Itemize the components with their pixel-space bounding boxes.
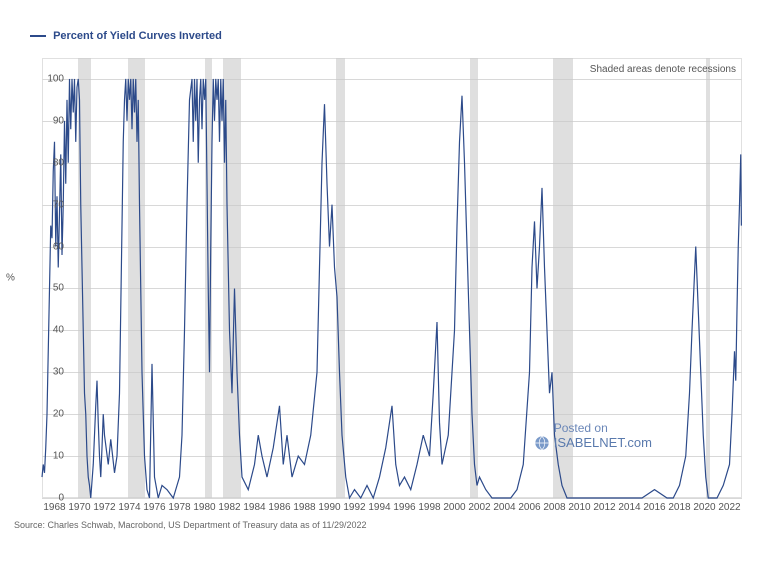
x-tick-label: 2000: [443, 502, 465, 513]
y-tick-label: 80: [42, 157, 64, 168]
globe-icon: [534, 435, 550, 451]
y-axis-title: %: [6, 273, 15, 284]
x-tick-label: 1970: [68, 502, 90, 513]
x-tick-label: 2020: [693, 502, 715, 513]
y-tick-label: 50: [42, 283, 64, 294]
y-tick-label: 70: [42, 199, 64, 210]
x-tick-label: 1998: [418, 502, 440, 513]
y-tick-label: 30: [42, 367, 64, 378]
x-tick-label: 2010: [568, 502, 590, 513]
legend-swatch: [30, 35, 46, 37]
x-tick-label: 1968: [43, 502, 65, 513]
x-tick-label: 2018: [668, 502, 690, 513]
legend-label: Percent of Yield Curves Inverted: [53, 30, 222, 42]
x-tick-label: 2008: [543, 502, 565, 513]
y-tick-label: 40: [42, 325, 64, 336]
x-tick-label: 1976: [143, 502, 165, 513]
y-tick-label: 100: [42, 73, 64, 84]
x-tick-label: 1982: [218, 502, 240, 513]
recession-note: Shaded areas denote recessions: [590, 64, 736, 75]
x-tick-label: 2014: [618, 502, 640, 513]
x-tick-label: 1984: [243, 502, 265, 513]
x-tick-label: 1988: [293, 502, 315, 513]
x-tick-label: 2016: [643, 502, 665, 513]
y-tick-label: 10: [42, 451, 64, 462]
source-text: Source: Charles Schwab, Macrobond, US De…: [14, 520, 367, 530]
x-tick-label: 1978: [168, 502, 190, 513]
y-tick-label: 20: [42, 409, 64, 420]
x-tick-label: 1986: [268, 502, 290, 513]
watermark-line2: ISABELNET.com: [554, 435, 652, 450]
legend: Percent of Yield Curves Inverted: [30, 30, 222, 42]
x-tick-label: 1980: [193, 502, 215, 513]
x-tick-label: 2006: [518, 502, 540, 513]
x-tick-label: 1996: [393, 502, 415, 513]
x-tick-label: 1994: [368, 502, 390, 513]
x-tick-label: 1972: [93, 502, 115, 513]
x-tick-label: 1990: [318, 502, 340, 513]
plot-area: Shaded areas denote recessions Posted on…: [42, 58, 742, 498]
y-tick-label: 60: [42, 241, 64, 252]
watermark-line1: Posted on: [554, 421, 652, 435]
x-tick-label: 2002: [468, 502, 490, 513]
x-tick-label: 1974: [118, 502, 140, 513]
chart-container: Percent of Yield Curves Inverted % Shade…: [0, 0, 768, 576]
x-tick-label: 1992: [343, 502, 365, 513]
x-tick-label: 2012: [593, 502, 615, 513]
watermark: Posted on ISABELNET.com: [554, 421, 652, 450]
x-tick-label: 2022: [718, 502, 740, 513]
y-tick-label: 90: [42, 115, 64, 126]
x-tick-label: 2004: [493, 502, 515, 513]
